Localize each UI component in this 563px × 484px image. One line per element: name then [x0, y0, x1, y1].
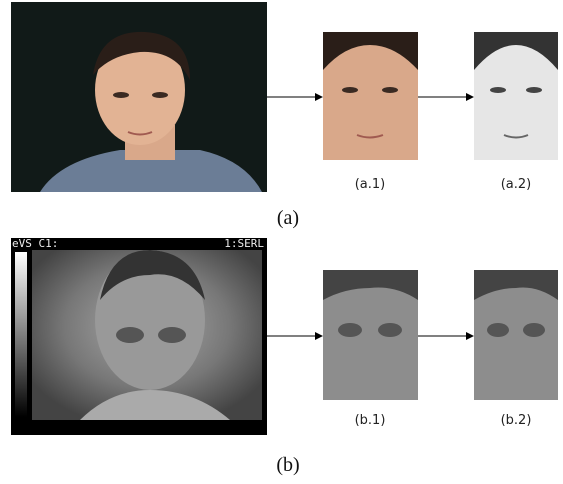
figure: (a.1) (a.2) (a) eVS C1: 1:SERL (b.1) (b.… [0, 0, 563, 484]
visible-crop-gray [474, 32, 558, 160]
visible-crop-color [323, 32, 418, 160]
sub-label: (b.2) [501, 413, 532, 428]
overlay-text: eVS C1: [12, 237, 58, 250]
overlay-text: 1:SERL [224, 237, 264, 250]
thermal-crop [323, 270, 418, 400]
sub-label: (a.1) [355, 177, 386, 192]
sub-label: (a.2) [501, 177, 532, 192]
thermal-photo: eVS C1: 1:SERL [11, 237, 267, 435]
thermal-crop-processed [474, 270, 558, 400]
caption: (b) [276, 454, 299, 476]
sub-label: (b.1) [355, 413, 386, 428]
visible-photo [11, 2, 267, 192]
caption: (a) [277, 207, 299, 229]
